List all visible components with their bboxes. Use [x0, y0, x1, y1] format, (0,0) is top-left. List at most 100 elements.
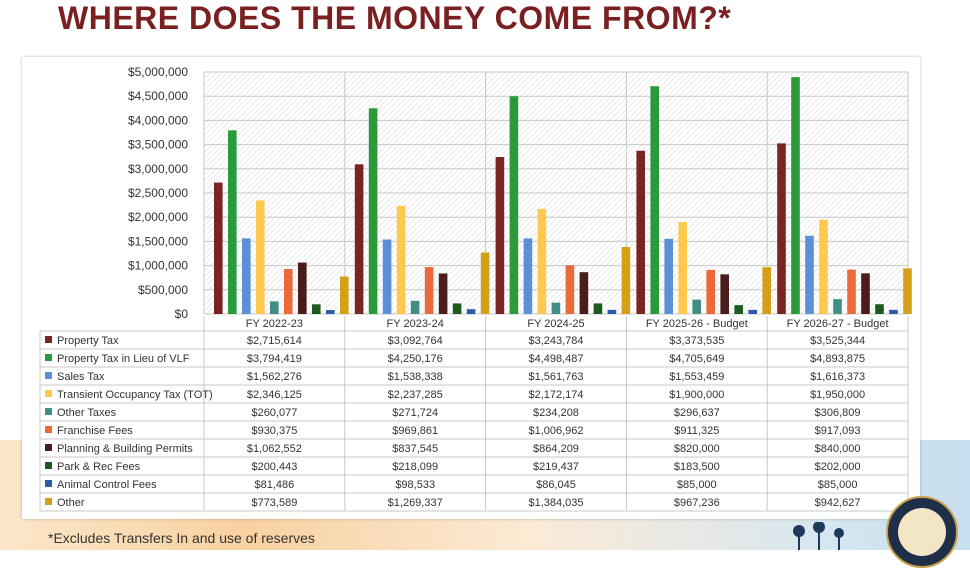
y-tick-label: $5,000,000	[128, 65, 188, 79]
revenue-chart: $5,000,000 $4,500,000 $4,000,000 $3,500,000…	[39, 65, 912, 512]
y-tick-label: $2,500,000	[128, 186, 188, 200]
bar	[466, 309, 476, 314]
data-label: $219,437	[533, 461, 579, 473]
legend-key	[45, 408, 52, 415]
data-label: $2,346,125	[247, 389, 302, 401]
data-label: $3,092,764	[388, 335, 443, 347]
bar	[354, 164, 364, 314]
legend-key	[45, 354, 52, 361]
data-label: $1,950,000	[810, 389, 865, 401]
data-label: $1,538,338	[388, 371, 443, 383]
bar	[228, 130, 237, 314]
data-label: $306,809	[815, 407, 861, 419]
x-tick-label: FY 2024-25	[527, 318, 584, 330]
bar	[777, 143, 786, 314]
bar	[636, 150, 645, 314]
data-label: $1,006,962	[528, 425, 583, 437]
data-label: $4,250,176	[388, 353, 443, 365]
bar	[565, 265, 575, 314]
y-tick-label: $1,500,000	[128, 234, 188, 248]
bar	[214, 182, 223, 314]
bar	[805, 235, 814, 314]
data-label: $1,616,373	[810, 371, 865, 383]
bar	[692, 299, 701, 314]
bar	[593, 303, 603, 314]
data-label: $4,705,649	[669, 353, 724, 365]
bar	[382, 239, 392, 314]
bar	[819, 219, 828, 314]
bar	[889, 309, 898, 314]
y-tick-label: $2,000,000	[128, 210, 188, 224]
data-label: $820,000	[674, 443, 720, 455]
data-label: $296,637	[674, 407, 720, 419]
page-title: WHERE DOES THE MONEY COME FROM?*	[58, 0, 732, 36]
bar	[284, 268, 293, 314]
bar	[326, 310, 335, 314]
data-label: $840,000	[815, 443, 861, 455]
data-label: $1,553,459	[669, 371, 724, 383]
legend-label: Planning & Building Permits	[57, 443, 193, 455]
legend-label: Transient Occupancy Tax (TOT)	[57, 389, 213, 401]
y-tick-label: $3,500,000	[128, 138, 188, 152]
bar	[664, 238, 673, 314]
data-label: $1,384,035	[528, 497, 583, 509]
bar	[833, 299, 842, 314]
data-label: $2,715,614	[247, 335, 302, 347]
data-label: $911,325	[674, 425, 719, 437]
bar	[621, 247, 631, 314]
data-label: $3,525,344	[810, 335, 865, 347]
bar	[242, 238, 251, 314]
chart-panel: $5,000,000 $4,500,000 $4,000,000 $3,500,000…	[22, 57, 920, 519]
legend-key	[45, 390, 52, 397]
bar	[523, 238, 533, 314]
bar	[762, 267, 771, 314]
bar	[551, 302, 561, 314]
legend-label: Park & Rec Fees	[57, 461, 141, 473]
data-label: $967,236	[674, 497, 720, 509]
bar	[607, 309, 617, 314]
data-label: $3,373,535	[669, 335, 724, 347]
bar	[706, 269, 715, 314]
data-label: $85,000	[677, 479, 717, 491]
bar	[579, 272, 589, 314]
legend-label: Property Tax	[57, 335, 119, 347]
data-label: $86,045	[536, 479, 576, 491]
bar	[791, 77, 800, 315]
data-label: $202,000	[815, 461, 861, 473]
legend-key	[45, 426, 52, 433]
bar	[650, 86, 659, 315]
legend-key	[45, 336, 52, 343]
data-label: $1,269,337	[388, 497, 443, 509]
bar	[847, 269, 856, 314]
data-label: $98,533	[395, 479, 435, 491]
bar	[452, 303, 462, 314]
legend-label: Animal Control Fees	[57, 479, 157, 491]
legend-label: Other Taxes	[57, 407, 117, 419]
data-label: $917,093	[815, 425, 861, 437]
data-label: $260,077	[251, 407, 297, 419]
bar	[748, 309, 757, 314]
y-tick-label: $1,000,000	[128, 259, 188, 273]
y-tick-label: $4,500,000	[128, 89, 188, 103]
bar	[537, 208, 547, 314]
bar	[340, 276, 349, 314]
bar	[424, 267, 434, 314]
data-label: $85,000	[818, 479, 858, 491]
x-tick-label: FY 2026-27 - Budget	[787, 318, 889, 330]
data-label: $837,545	[392, 443, 438, 455]
bar	[312, 304, 321, 314]
legend-key	[45, 480, 52, 487]
data-label: $4,498,487	[528, 353, 583, 365]
data-label: $200,443	[251, 461, 297, 473]
legend-label: Property Tax in Lieu of VLF	[57, 353, 190, 365]
bar	[368, 108, 378, 315]
y-tick-label: $4,000,000	[128, 113, 188, 127]
x-tick-label: FY 2025-26 - Budget	[646, 318, 748, 330]
bar	[410, 300, 420, 314]
data-label: $2,172,174	[528, 389, 583, 401]
x-tick-label: FY 2022-23	[246, 318, 303, 330]
bar	[720, 274, 729, 314]
data-label: $1,900,000	[669, 389, 724, 401]
data-label: $3,243,784	[528, 335, 583, 347]
bar	[509, 96, 519, 314]
